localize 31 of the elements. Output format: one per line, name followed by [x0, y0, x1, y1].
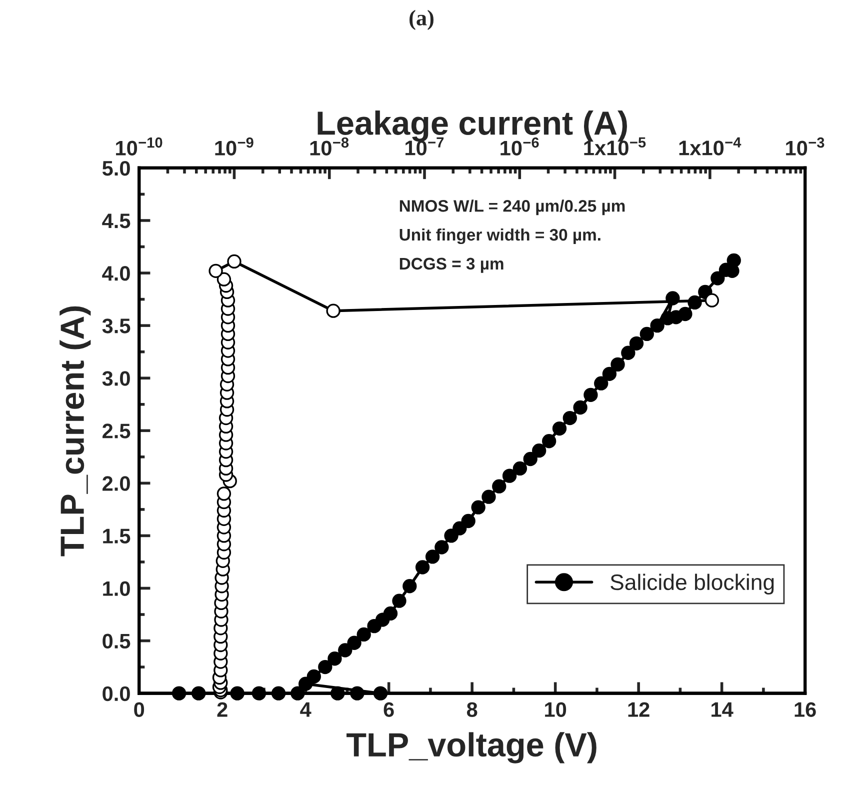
x-tick-label: 12 — [628, 702, 650, 717]
x-tick-label: 16 — [794, 702, 816, 717]
x2-tick-label: 10$^{−3}$ — [786, 137, 824, 156]
annotation: DCGS = 3 µm — [400, 258, 504, 273]
x-tick-label: 10 — [545, 702, 566, 717]
y-tick-label: 3.0 — [102, 371, 130, 386]
x2-tick-label: 1x10$^{−4}$ — [679, 137, 742, 156]
y-axis-title: TLP_current (A) — [60, 306, 91, 556]
x-tick-label: 2 — [217, 702, 228, 717]
legend-label: Salicide blocking — [610, 574, 774, 595]
y-tick-label: 2.0 — [102, 476, 130, 491]
y-tick-label: 4.5 — [102, 214, 130, 228]
y-tick-label: 4.0 — [102, 266, 130, 281]
x-tick-label: 0 — [134, 702, 144, 717]
y-tick-label: 1.5 — [103, 528, 130, 544]
y-tick-label: 5.0 — [102, 160, 130, 176]
x2-tick-label: 10$^{−9}$ — [215, 137, 254, 156]
y-tick-label: 3.5 — [102, 318, 130, 334]
annotation: NMOS W/L = 240 µm/0.25 µm — [400, 200, 625, 216]
y-tick-label: 2.5 — [102, 424, 130, 438]
x2-tick-label: 10$^{−10}$ — [116, 137, 162, 156]
annotation: Unit finger width = 30 µm. — [400, 228, 600, 244]
x-tick-label: 8 — [466, 702, 478, 717]
x-tick-label: 4 — [300, 702, 312, 717]
chart-title: (a) — [410, 10, 434, 30]
y-tick-label: 0.5 — [102, 634, 130, 649]
x-axis-title: TLP_voltage (V) — [346, 732, 596, 764]
y-tick-label: 0.0 — [102, 686, 130, 702]
x-tick-label: 14 — [712, 702, 734, 717]
y-tick-label: 1.0 — [103, 581, 130, 596]
x-tick-label: 6 — [384, 702, 394, 717]
